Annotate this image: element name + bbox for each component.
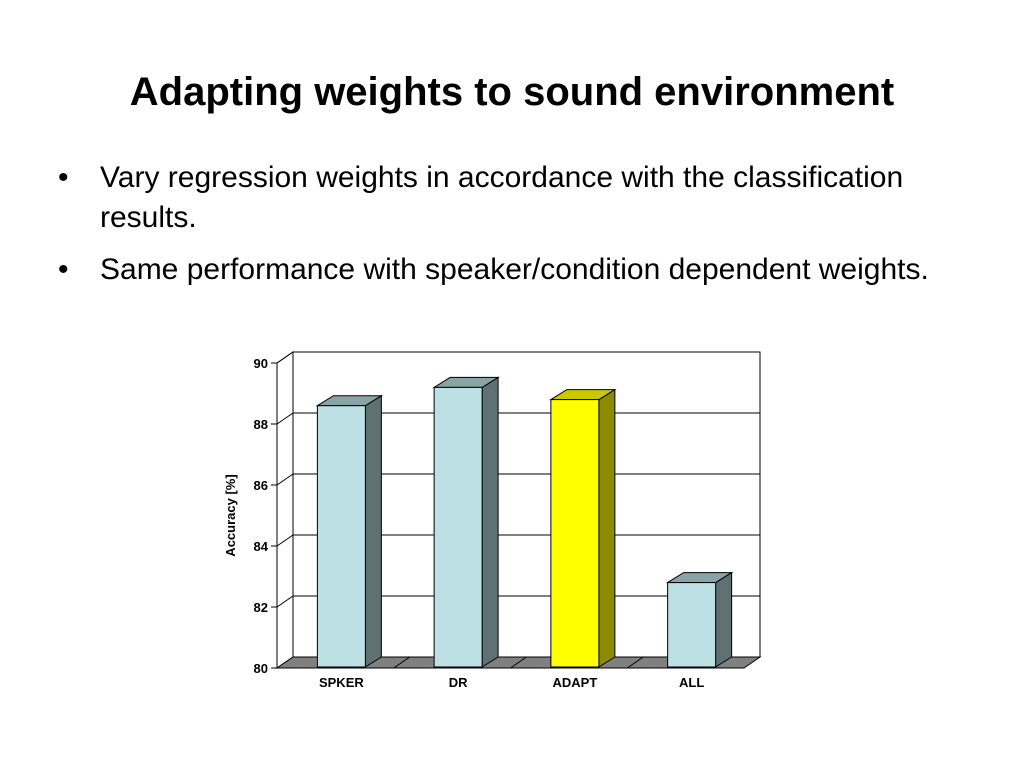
bar-side (364, 394, 382, 668)
bullet-text: Vary regression weights in accordance wi… (100, 161, 904, 234)
x-category-separator (510, 656, 527, 669)
slide-title: Adapting weights to sound environment (129, 70, 895, 114)
y-tick-label: 90 (254, 356, 268, 371)
y-tick-label: 80 (254, 661, 268, 676)
x-tick-label: SPKER (319, 675, 364, 690)
y-tick-label: 88 (254, 417, 268, 432)
bar (667, 582, 717, 668)
x-tick-label: DR (449, 675, 468, 690)
chart-side-wall (276, 351, 294, 669)
bullet-text: Same performance with speaker/condition … (100, 253, 929, 286)
bar-chart: 80 82 84 86 88 90 Accuracy [%] SPKER DR ADAPT ALL (215, 345, 775, 700)
bar (433, 386, 483, 668)
gridline-side (276, 412, 294, 425)
x-category-separator (393, 656, 411, 669)
y-tick-label: 84 (254, 539, 269, 554)
gridline-side (276, 595, 294, 608)
bullet-list: • Vary regression weights in accordance … (58, 158, 958, 302)
x-tick-label: ALL (679, 675, 704, 690)
bullet-item: • Vary regression weights in accordance … (58, 158, 958, 238)
bar (550, 399, 600, 668)
bullet-marker: • (58, 253, 69, 286)
bullet-marker: • (58, 161, 69, 194)
bar-side (715, 571, 733, 668)
bar-side (481, 376, 499, 668)
gridline-side (276, 473, 294, 486)
bullet-item: • Same performance with speaker/conditio… (58, 250, 958, 290)
y-axis-label: Accuracy [%] (223, 474, 238, 556)
bar-side (598, 388, 616, 668)
gridline-side (276, 351, 294, 364)
y-tick-label: 82 (254, 600, 268, 615)
gridline-side (276, 534, 294, 547)
bar (316, 405, 366, 668)
bar-chart-svg: 80 82 84 86 88 90 Accuracy [%] SPKER DR ADAPT ALL (223, 351, 762, 690)
x-category-separator (626, 656, 644, 669)
x-tick-label: ADAPT (552, 675, 597, 690)
y-tick-label: 86 (254, 478, 268, 493)
